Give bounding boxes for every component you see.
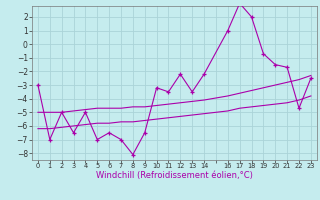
X-axis label: Windchill (Refroidissement éolien,°C): Windchill (Refroidissement éolien,°C)	[96, 171, 253, 180]
